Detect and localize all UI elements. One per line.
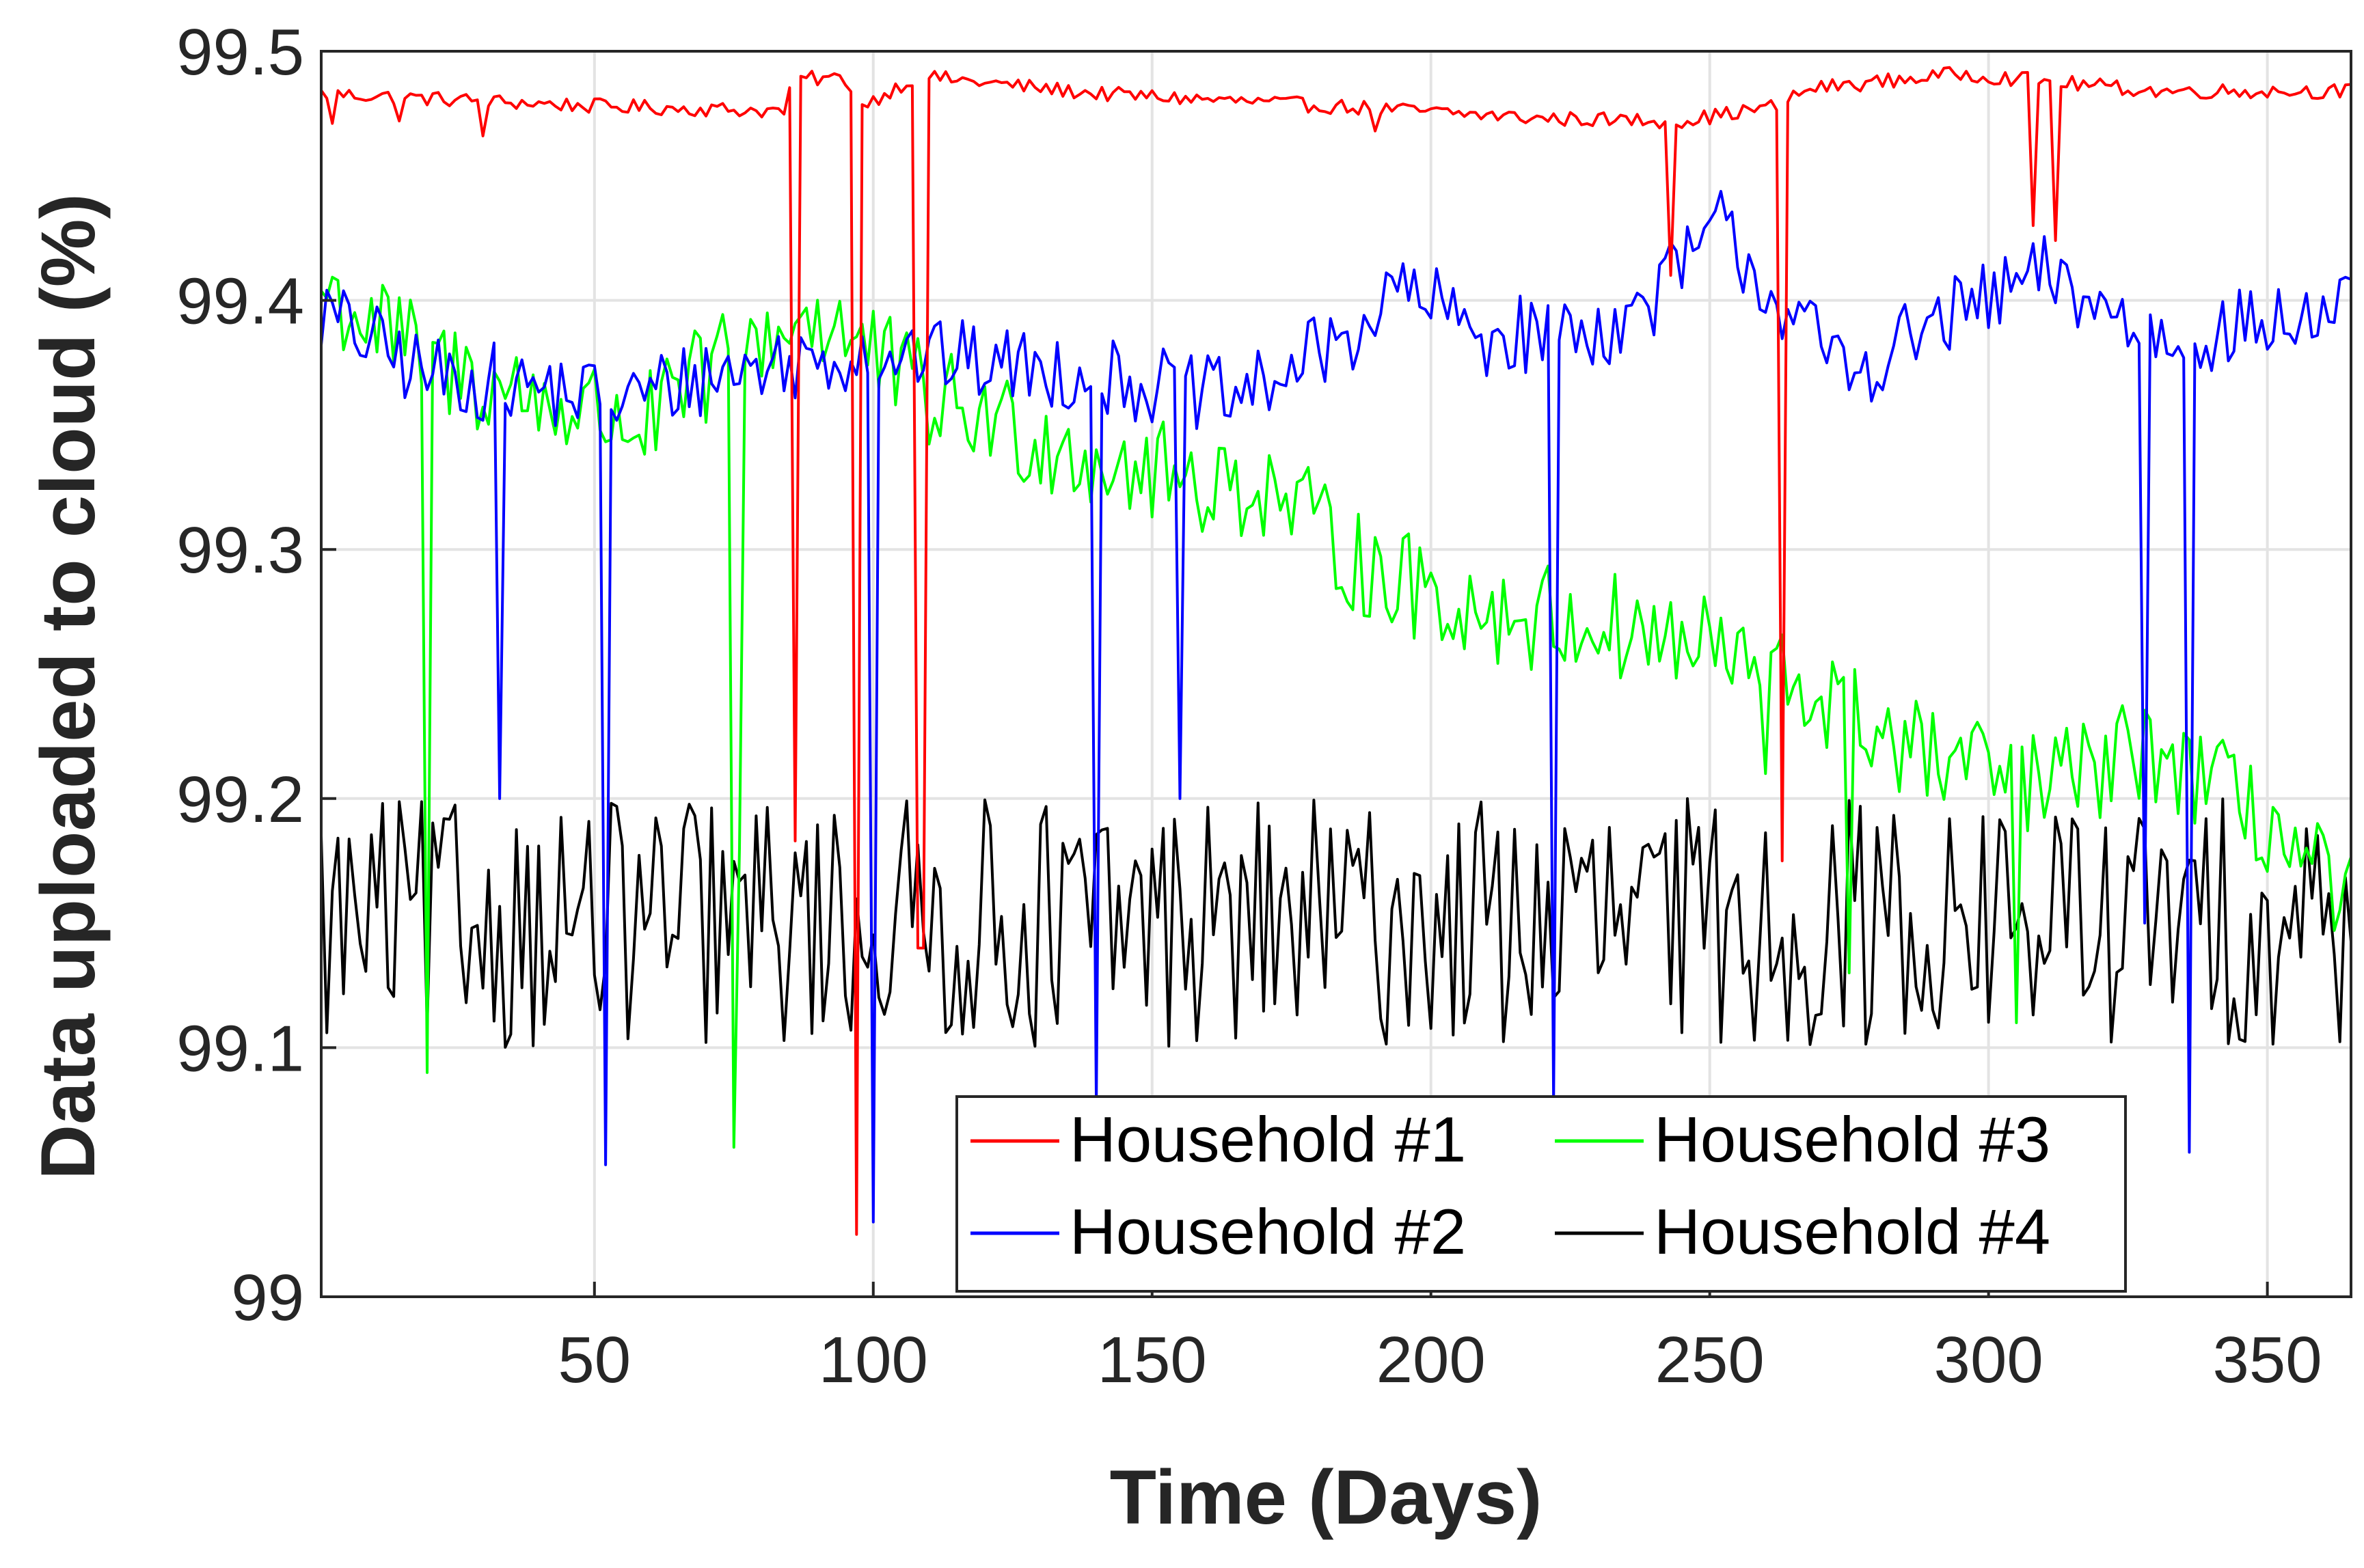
- y-tick-label: 99.4: [176, 265, 304, 338]
- legend-box: [955, 1095, 2127, 1293]
- legend: Household #1 Household #3 Household #2 Hous…: [955, 1095, 2127, 1293]
- series-line-household-3: [320, 275, 2352, 1149]
- legend-label: Household #1: [1070, 1103, 1466, 1175]
- x-tick-label: 150: [1098, 1323, 1207, 1397]
- legend-label: Household #3: [1654, 1103, 2050, 1175]
- y-tick-label: 99.2: [176, 763, 304, 836]
- x-tick-label: 200: [1376, 1323, 1486, 1397]
- x-tick-label: 250: [1655, 1323, 1765, 1397]
- series-line-household-1: [320, 66, 2352, 1236]
- x-tick-label: 300: [1934, 1323, 2043, 1397]
- series-line-household-2: [320, 190, 2352, 1224]
- axes: [320, 50, 2352, 1298]
- series-line-household-4: [320, 797, 2352, 1049]
- legend-label: Household #2: [1070, 1196, 1466, 1267]
- x-axis-title: Time (Days): [1110, 1455, 1543, 1540]
- y-tick-label: 99: [231, 1261, 304, 1334]
- y-axis-title: Data uploaded to cloud (%): [25, 193, 111, 1180]
- legend-label: Household #4: [1654, 1196, 2050, 1267]
- y-tick-label: 99.3: [176, 514, 304, 587]
- series-layer: [320, 66, 2352, 1236]
- x-tick-label: 50: [558, 1323, 631, 1397]
- y-tick-label: 99.5: [176, 16, 304, 89]
- x-tick-label: 350: [2213, 1323, 2322, 1397]
- y-tick-label: 99.1: [176, 1012, 304, 1085]
- tick-labels: 50 100 150 200 250 300 350 99 99.1 99.2 99.3 99.4 99…: [176, 16, 2322, 1397]
- plot-frame: [320, 50, 2352, 1298]
- x-tick-label: 100: [819, 1323, 928, 1397]
